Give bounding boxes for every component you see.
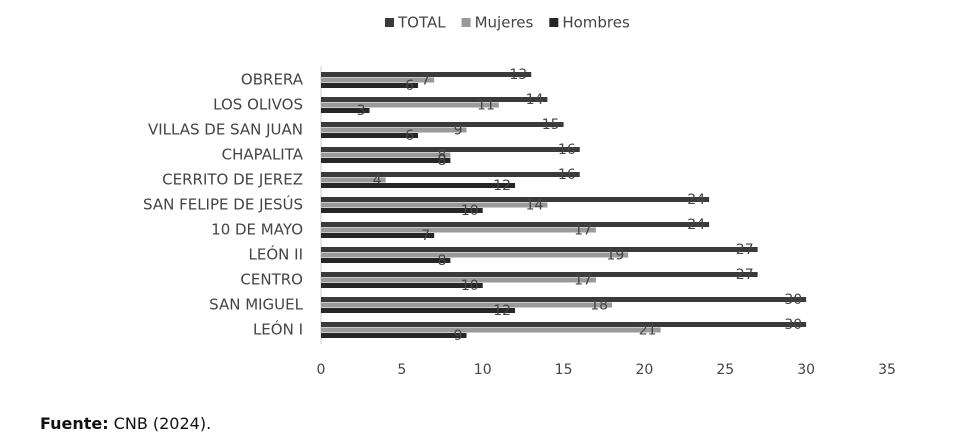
data-label: 27 [736,267,754,283]
bar [321,133,419,138]
data-label: 16 [558,167,576,183]
legend-swatch [549,18,559,27]
bar [321,177,386,183]
data-label: 4 [373,173,382,189]
data-label: 8 [437,148,446,164]
data-label: 13 [509,67,527,83]
data-label: 30 [784,317,802,333]
bar [321,308,516,313]
x-tick-label: 35 [878,362,896,378]
y-tick-label: LEÓN I [253,320,303,339]
bar [321,172,580,177]
x-tick-label: 0 [317,362,326,378]
data-label: 17 [574,223,592,239]
y-tick-label: SAN MIGUEL [209,296,303,314]
data-label: 11 [477,98,495,114]
bar [321,127,467,133]
legend-label: TOTAL [397,14,446,32]
data-label: 9 [454,123,463,139]
data-label: 8 [437,253,446,269]
bar [321,83,419,88]
x-tick-label: 25 [716,362,734,378]
bar [321,183,516,188]
bar [321,277,596,283]
data-label: 12 [493,303,511,319]
x-tick-label: 30 [797,362,815,378]
bar [321,233,435,238]
y-tick-label: VILLAS DE SAN JUAN [148,121,303,139]
data-label: 12 [493,178,511,194]
data-label: 21 [639,323,657,339]
data-label: 30 [784,292,802,308]
y-tick-label: LEÓN II [249,245,303,264]
bar [321,222,710,227]
data-label: 24 [687,192,705,208]
bar [321,158,451,163]
bar [321,77,435,83]
data-label: 27 [736,242,754,258]
bar [321,197,710,202]
data-label: 14 [526,198,544,214]
bar [321,258,451,263]
data-label: 18 [590,298,608,314]
y-tick-label: CERRITO DE JEREZ [162,171,303,189]
legend-label: Hombres [562,14,630,32]
bar [321,297,807,302]
data-label: 6 [405,128,414,144]
bar [321,327,661,333]
note-text: CNB (2024). [114,414,212,433]
bar [321,72,532,77]
data-label: 24 [687,217,705,233]
data-label: 16 [558,142,576,158]
data-label: 3 [357,103,366,119]
bar [321,102,499,108]
note-label: Fuente: [40,414,109,433]
x-tick-label: 5 [397,362,406,378]
bar [321,333,467,338]
y-tick-label: CHAPALITA [222,146,304,164]
y-tick-label: LOS OLIVOS [213,96,303,114]
data-label: 17 [574,273,592,289]
y-tick-label: CENTRO [240,271,303,289]
data-label: 14 [526,92,544,108]
bar [321,283,483,288]
legend-swatch [385,18,394,27]
bar [321,252,629,258]
y-tick-label: SAN FELIPE DE JESÚS [143,195,303,214]
y-tick-label: 10 DE MAYO [211,221,303,239]
bar [321,152,451,158]
x-tick-label: 15 [555,362,573,378]
bar [321,272,758,277]
data-label: 15 [542,117,560,133]
data-label: 8 [437,153,446,169]
bar [321,322,807,327]
data-label: 7 [421,73,430,89]
bar [321,97,548,102]
bar [321,302,613,308]
data-label: 10 [461,278,479,294]
y-tick-label: OBRERA [241,71,304,89]
data-label: 9 [454,328,463,344]
bar [321,147,580,152]
bar [321,227,596,233]
x-tick-label: 20 [636,362,654,378]
note: Fuente: CNB (2024). [40,414,211,433]
bar [321,247,758,252]
bar [321,208,483,213]
data-label: 19 [606,248,624,264]
bar [321,108,370,113]
legend-swatch [461,18,471,27]
data-label: 6 [405,78,414,94]
data-label: 7 [421,228,430,244]
data-label: 10 [461,203,479,219]
x-tick-label: 10 [474,362,492,378]
legend-label: Mujeres [475,14,534,32]
bar [321,122,564,127]
bar [321,202,548,208]
